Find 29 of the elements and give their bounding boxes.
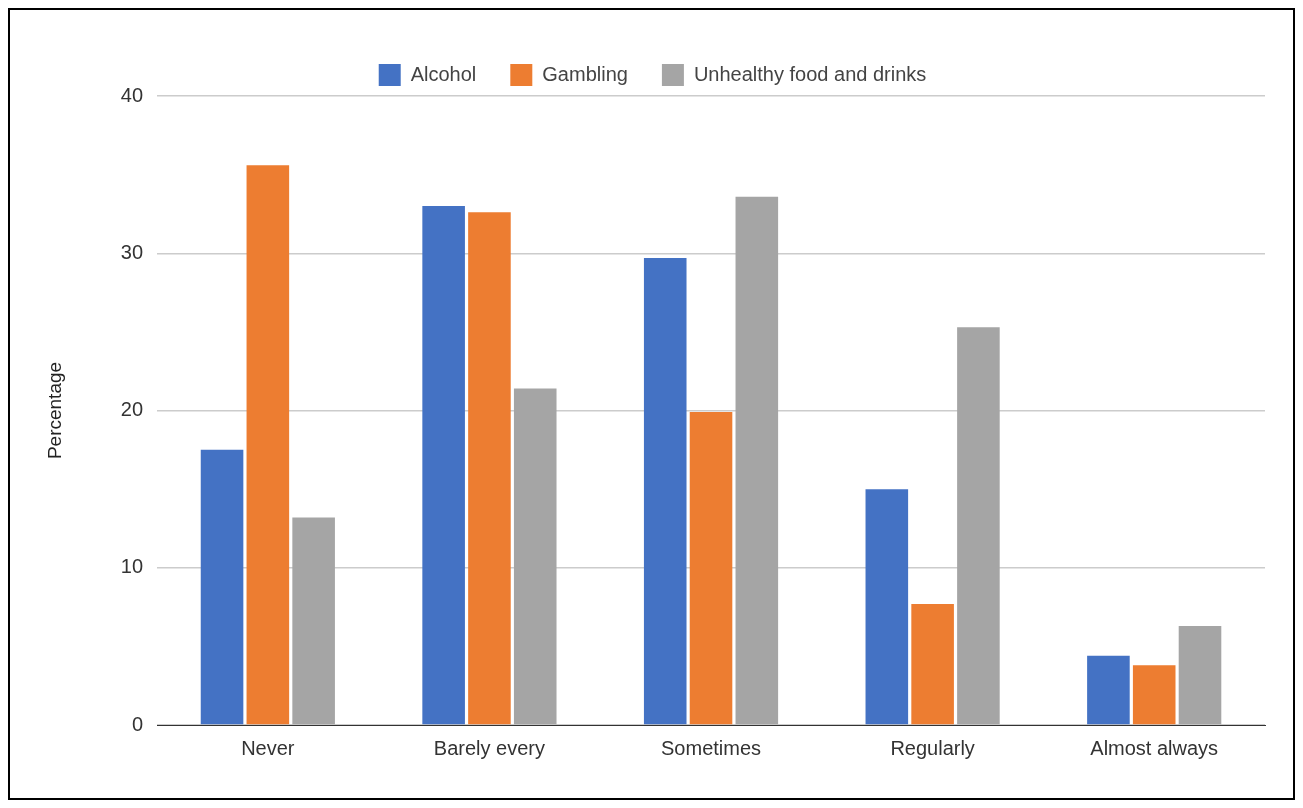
y-tick-label: 0: [131, 712, 144, 735]
legend-label: Gambling: [542, 62, 628, 85]
legend-label: Unhealthy food and drinks: [693, 62, 927, 85]
x-tick-label: Regularly: [890, 736, 975, 759]
bar: [246, 165, 290, 725]
bar: [643, 257, 687, 725]
bar: [957, 327, 1000, 725]
x-tick-label: Never: [241, 736, 295, 759]
bar: [1178, 625, 1222, 725]
x-tick-label: Almost always: [1090, 736, 1219, 759]
legend-label: Alcohol: [410, 62, 477, 85]
bar: [911, 603, 954, 725]
x-tick-label: Sometimes: [661, 736, 762, 759]
bar: [292, 517, 335, 725]
bar: [468, 212, 511, 725]
bar: [422, 206, 465, 725]
x-tick-label: Barely every: [433, 736, 546, 759]
bar: [1087, 655, 1130, 725]
bar: [513, 388, 557, 725]
y-tick-label: 10: [120, 555, 144, 578]
bar: [689, 412, 733, 725]
y-tick-label: 30: [120, 240, 144, 263]
y-tick-label: 20: [120, 398, 144, 421]
bar: [735, 196, 779, 725]
bar: [865, 489, 909, 725]
bar: [1132, 665, 1176, 725]
bar: [200, 449, 244, 725]
y-tick-label: 40: [120, 83, 144, 106]
y-axis-title: Percentage: [43, 361, 65, 460]
